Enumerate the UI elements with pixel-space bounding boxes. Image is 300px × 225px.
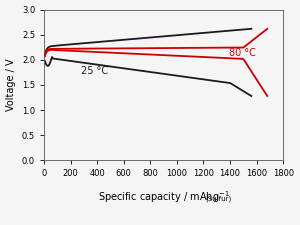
Text: 80 °C: 80 °C — [229, 48, 256, 58]
Text: 25 °C: 25 °C — [81, 66, 108, 76]
Y-axis label: Voltage / V: Voltage / V — [6, 59, 16, 111]
Text: Specific capacity / mAhg$^{-1}$: Specific capacity / mAhg$^{-1}$ — [98, 189, 230, 205]
Text: (Sulfur): (Sulfur) — [206, 196, 232, 202]
